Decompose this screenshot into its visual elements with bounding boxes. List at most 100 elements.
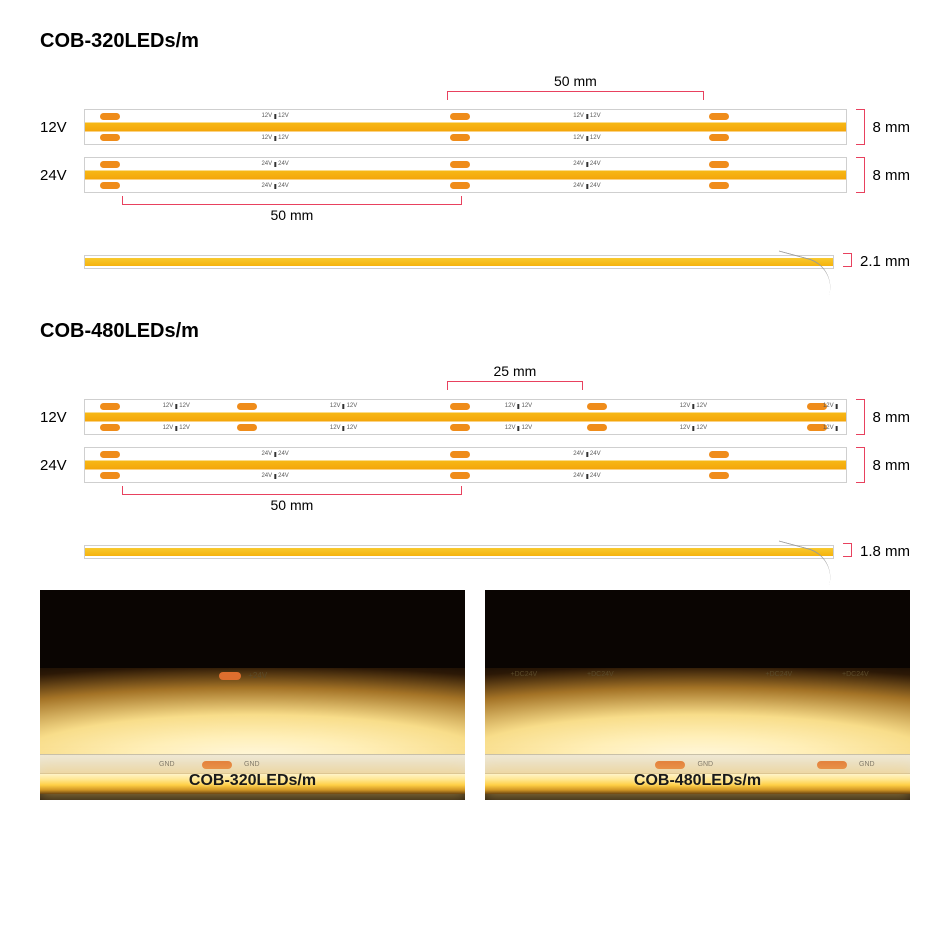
solder-pad <box>100 424 120 431</box>
photo-glow <box>485 668 910 758</box>
solder-pad <box>100 161 120 168</box>
thickness-strip <box>84 545 834 559</box>
led-strip: 12V12V 12V12V 12V12V 12V12V <box>84 109 847 145</box>
photo-top-mark: +24V <box>248 671 267 680</box>
bot-dim-label: 50 mm <box>122 207 462 223</box>
photo-top-mark: +DC24V <box>587 671 614 678</box>
pcb-mark: 12V12V <box>163 425 190 431</box>
solder-pad <box>100 113 120 120</box>
photo-caption: COB-320LEDs/m <box>189 772 316 790</box>
width-bracket <box>855 399 865 435</box>
solder-pad <box>450 451 470 458</box>
solder-pad <box>709 472 729 479</box>
bot-dim-bracket <box>122 195 462 205</box>
solder-pad <box>709 113 729 120</box>
photo-pcb-pad <box>202 761 232 769</box>
led-strip: 24V24V 24V24V 24V24V 24V24V <box>84 447 847 483</box>
thickness-bracket <box>842 543 852 557</box>
thickness-label: 2.1 mm <box>860 253 910 270</box>
solder-pad <box>709 161 729 168</box>
pcb-mark: 12V12V <box>505 425 532 431</box>
pcb-mark: 12V <box>823 425 838 431</box>
photo-pcb-pad <box>817 761 847 769</box>
solder-pad <box>450 161 470 168</box>
thickness-band <box>85 548 833 556</box>
width-label: 8 mm <box>873 457 911 474</box>
photo-480: +DC24V +DC24V +DC24V +DC24V GND GND COB-… <box>485 590 910 800</box>
photo-pcb-label: GND <box>244 761 260 768</box>
pcb-mark: 12V12V <box>573 113 600 119</box>
photo-pcb-label: GND <box>159 761 175 768</box>
solder-pad <box>587 424 607 431</box>
pcb-mark: 12V12V <box>680 425 707 431</box>
solder-pad <box>587 403 607 410</box>
strip-row-12v: 12V 12V12V 12V12V 12V12V 12V12V 12V12V 1… <box>40 399 910 435</box>
pcb-mark: 12V12V <box>330 425 357 431</box>
pcb-mark: 24V24V <box>573 183 600 189</box>
solder-pad <box>100 472 120 479</box>
solder-pad <box>100 403 120 410</box>
voltage-label: 12V <box>40 409 76 426</box>
top-dim-bracket <box>447 91 704 101</box>
top-dim-label: 50 mm <box>447 73 704 89</box>
voltage-label: 24V <box>40 457 76 474</box>
section-320: COB-320LEDs/m 50 mm 12V 12V12V 12V12V 12… <box>40 30 910 270</box>
led-strip: 12V12V 12V12V 12V12V 12V12V 12V12V 12V12… <box>84 399 847 435</box>
thickness-bracket <box>842 253 852 267</box>
solder-pad <box>100 182 120 189</box>
width-label: 8 mm <box>873 409 911 426</box>
cob-band <box>85 461 846 470</box>
pcb-mark: 24V24V <box>573 161 600 167</box>
solder-pad <box>450 134 470 141</box>
photo-320: +24V GND GND COB-320LEDs/m <box>40 590 465 800</box>
thickness-row: 1.8 mm <box>40 543 910 560</box>
solder-pad <box>237 424 257 431</box>
photo-pcb: GND GND <box>40 754 465 774</box>
solder-pad <box>450 403 470 410</box>
pcb-mark: 12V <box>823 403 838 409</box>
solder-pad <box>450 424 470 431</box>
pcb-mark: 24V24V <box>261 451 288 457</box>
photo-caption: COB-480LEDs/m <box>634 772 761 790</box>
strip-row-24v: 24V 24V24V 24V24V 24V24V 24V24V 8 mm <box>40 447 910 483</box>
top-dim-label: 25 mm <box>447 363 583 379</box>
top-dim-block: 25 mm <box>84 363 840 391</box>
photo-pcb: GND GND <box>485 754 910 774</box>
top-dim-block: 50 mm <box>84 73 840 101</box>
cob-band <box>85 413 846 422</box>
width-bracket <box>855 157 865 193</box>
pcb-mark: 12V12V <box>330 403 357 409</box>
solder-pad <box>709 182 729 189</box>
strip-row-12v: 12V 12V12V 12V12V 12V12V 12V12V 8 mm <box>40 109 910 145</box>
top-dim-bracket <box>447 381 583 391</box>
bot-dim-label: 50 mm <box>122 497 462 513</box>
photo-comparison-row: +24V GND GND COB-320LEDs/m +DC24V +DC24V… <box>40 590 910 800</box>
pcb-mark: 24V24V <box>573 451 600 457</box>
width-bracket <box>855 109 865 145</box>
photo-pcb-pad <box>655 761 685 769</box>
solder-pad <box>450 472 470 479</box>
photo-top-mark: +DC24V <box>511 671 538 678</box>
thickness-label: 1.8 mm <box>860 543 910 560</box>
section-title: COB-480LEDs/m <box>40 320 910 343</box>
voltage-label: 24V <box>40 167 76 184</box>
bot-dim-block: 50 mm <box>84 485 840 513</box>
bot-dim-block: 50 mm <box>84 195 840 223</box>
strip-row-24v: 24V 24V24V 24V24V 24V24V 24V24V 8 mm <box>40 157 910 193</box>
photo-glow <box>40 668 465 758</box>
solder-pad <box>100 451 120 458</box>
section-480: COB-480LEDs/m 25 mm 12V 12V12V 12V12V 12… <box>40 320 910 560</box>
thickness-row: 2.1 mm <box>40 253 910 270</box>
pcb-mark: 24V24V <box>261 161 288 167</box>
led-strip: 24V24V 24V24V 24V24V 24V24V <box>84 157 847 193</box>
width-label: 8 mm <box>873 167 911 184</box>
photo-top-pad <box>219 672 241 680</box>
pcb-mark: 12V12V <box>573 135 600 141</box>
solder-pad <box>100 134 120 141</box>
voltage-label: 12V <box>40 119 76 136</box>
photo-pcb-label: GND <box>698 761 714 768</box>
solder-pad <box>450 182 470 189</box>
pcb-mark: 12V12V <box>261 113 288 119</box>
width-label: 8 mm <box>873 119 911 136</box>
solder-pad <box>709 134 729 141</box>
